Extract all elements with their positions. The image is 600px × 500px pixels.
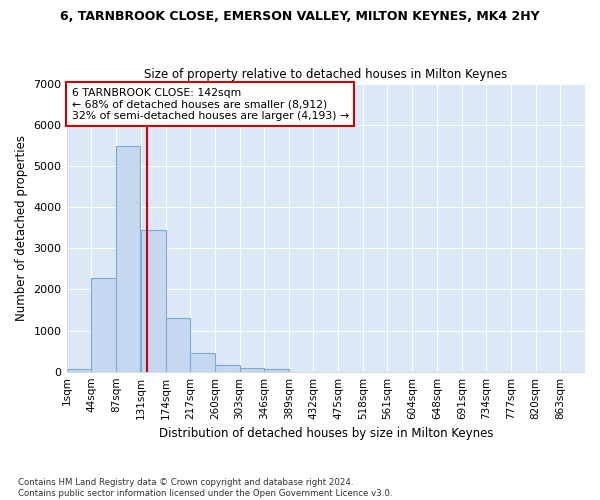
Text: 6 TARNBROOK CLOSE: 142sqm
← 68% of detached houses are smaller (8,912)
32% of se: 6 TARNBROOK CLOSE: 142sqm ← 68% of detac… <box>72 88 349 121</box>
Y-axis label: Number of detached properties: Number of detached properties <box>15 134 28 320</box>
Bar <box>190 352 215 372</box>
Bar <box>141 230 166 372</box>
Text: Contains HM Land Registry data © Crown copyright and database right 2024.
Contai: Contains HM Land Registry data © Crown c… <box>18 478 392 498</box>
Bar <box>91 278 116 372</box>
Bar <box>67 368 91 372</box>
Bar <box>239 368 264 372</box>
Text: 6, TARNBROOK CLOSE, EMERSON VALLEY, MILTON KEYNES, MK4 2HY: 6, TARNBROOK CLOSE, EMERSON VALLEY, MILT… <box>60 10 540 23</box>
Bar <box>166 318 190 372</box>
X-axis label: Distribution of detached houses by size in Milton Keynes: Distribution of detached houses by size … <box>158 427 493 440</box>
Bar <box>116 146 140 372</box>
Title: Size of property relative to detached houses in Milton Keynes: Size of property relative to detached ho… <box>144 68 508 81</box>
Bar <box>264 370 289 372</box>
Bar <box>215 365 239 372</box>
